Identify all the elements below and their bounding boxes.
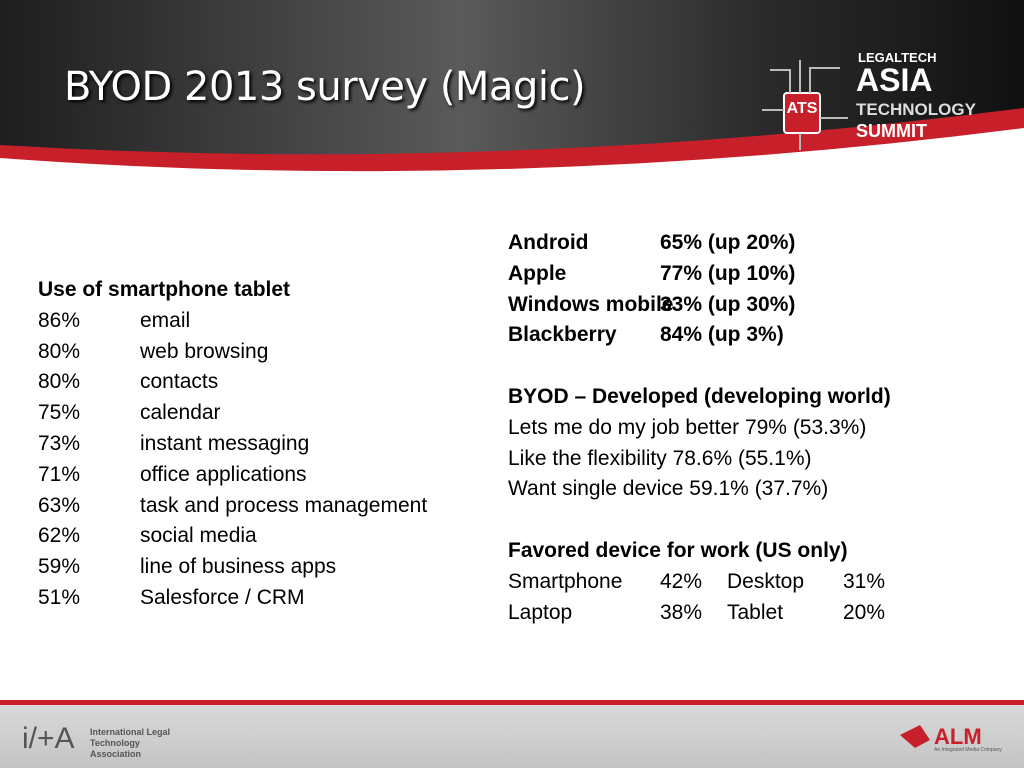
favored-cell: 20% [843, 600, 886, 624]
percent: 63% [38, 493, 81, 517]
body-area [0, 128, 1024, 768]
spacer [508, 351, 918, 382]
list-row: 63% task and process management [38, 491, 508, 522]
list-row: 73% instant messaging [38, 429, 508, 460]
list-row: 80% contacts [38, 367, 508, 398]
percent: 51% [38, 585, 81, 609]
percent: 62% [38, 524, 81, 548]
footer-rule [0, 700, 1024, 705]
byod-line: Like the flexibility 78.6% (55.1%) [508, 446, 812, 470]
percent: 80% [38, 339, 81, 363]
item: line of business apps [140, 555, 337, 579]
byod-line: Want single device 59.1% (37.7%) [508, 477, 829, 501]
item: office applications [140, 462, 307, 486]
slide-title: BYOD 2013 survey (Magic) [64, 64, 586, 110]
item: instant messaging [140, 431, 310, 455]
platform-stat: 33% (up 30%) [660, 292, 796, 316]
list-row: 71% office applications [38, 460, 508, 491]
percent: 71% [38, 462, 81, 486]
item: email [140, 308, 191, 332]
list-row: 51% Salesforce / CRM [38, 583, 508, 614]
list-row: 62% social media [38, 521, 508, 552]
favored-cell: Desktop [727, 569, 805, 593]
platform-stat: 84% (up 3%) [660, 323, 784, 347]
logo-line: TECHNOLOGY [856, 100, 976, 119]
logo-line: SUMMIT [856, 121, 927, 141]
byod-heading: BYOD – Developed (developing world) [508, 384, 891, 408]
platform-name: Blackberry [508, 323, 617, 347]
list-row: 59% line of business apps [38, 552, 508, 583]
item: task and process management [140, 493, 428, 517]
item: contacts [140, 370, 219, 394]
platform-name: Apple [508, 261, 567, 285]
favored-cell: Laptop [508, 600, 573, 624]
logo-line: LEGALTECH [858, 50, 937, 65]
platform-row: Windows mobile33% (up 30%) [508, 290, 918, 321]
right-column: Android 65% (up 20%) Apple 77% (up 10%) Wind… [508, 228, 918, 628]
list-heading: Use of smartphone tablet [38, 278, 291, 301]
alm-tagline: An Integrated Media Company [934, 747, 1002, 753]
item: Salesforce / CRM [140, 585, 305, 609]
favored-cell: 31% [843, 569, 886, 593]
item: calendar [140, 401, 221, 425]
alm-logo-shape [900, 725, 930, 748]
percent: 59% [38, 555, 81, 579]
alm-name: ALM [934, 724, 982, 749]
spacer [508, 505, 918, 536]
byod-line: Lets me do my job better 79% (53.3%) [508, 415, 867, 439]
footer-band [0, 705, 1024, 768]
platform-stat: 65% (up 20%) [660, 231, 796, 254]
favored-heading: Favored device for work (US only) [508, 538, 848, 562]
list-row: 86% email [38, 306, 508, 337]
list-row: 80% web browsing [38, 337, 508, 368]
ilta-mark: i/+A [22, 722, 75, 755]
ilta-name: International Legal Technology Associati… [90, 727, 171, 759]
platform-name: Android [508, 231, 589, 254]
left-column: Use of smartphone tablet 86% email 80% web … [38, 275, 508, 614]
favored-cell: 42% [660, 569, 703, 593]
favored-row: Smartphone 42% Desktop 31% [508, 567, 918, 598]
list-row: 75% calendar [38, 398, 508, 429]
platform-stat: 77% (up 10%) [660, 261, 796, 285]
logo-line: ASIA [856, 62, 933, 98]
item: web browsing [140, 339, 269, 363]
favored-row: Laptop 38% Tablet 20% [508, 598, 918, 629]
percent: 80% [38, 370, 81, 394]
platform-row: Apple 77% (up 10%) [508, 259, 918, 290]
platform-row: Blackberry 84% (up 3%) [508, 320, 918, 351]
percent: 73% [38, 431, 81, 455]
item: social media [140, 524, 257, 548]
logo-box [783, 92, 821, 134]
platform-name: Windows mobile [508, 292, 674, 316]
logo-mark: ATS [786, 100, 818, 117]
percent: 86% [38, 308, 81, 332]
favored-cell: Tablet [727, 600, 784, 624]
favored-cell: Smartphone [508, 569, 623, 593]
percent: 75% [38, 401, 81, 425]
favored-cell: 38% [660, 600, 703, 624]
logo-circuit [762, 60, 848, 150]
platform-row: Android 65% (up 20%) [508, 228, 918, 259]
